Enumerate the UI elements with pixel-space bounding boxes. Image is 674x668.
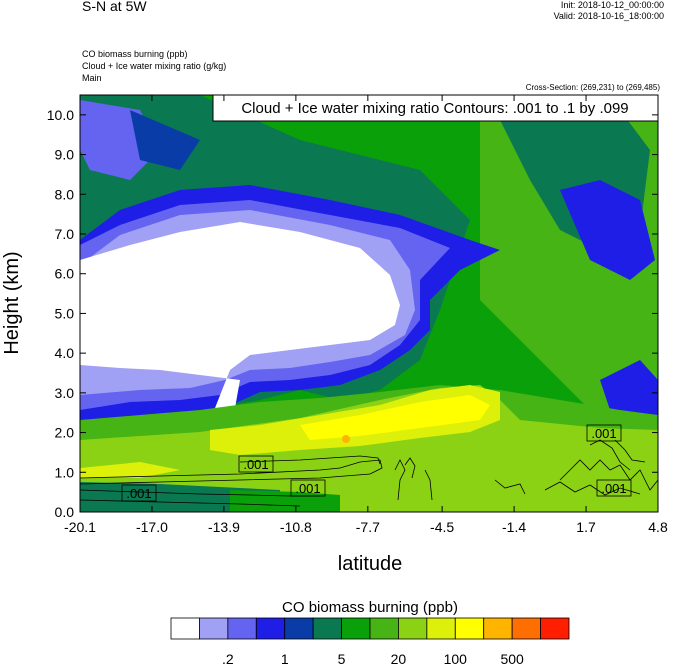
contour-label: .001 [243, 457, 268, 472]
y-tick-label: 0.0 [55, 504, 75, 520]
colorbar-swatch [199, 617, 229, 640]
colorbar-swatch [284, 617, 314, 640]
y-tick-label: 4.0 [55, 345, 75, 361]
contour-info-text: Cloud + Ice water mixing ratio Contours:… [241, 100, 628, 117]
y-tick-label: 6.0 [55, 266, 75, 282]
colorbar-swatch [255, 617, 286, 640]
contour-label-group: .001 .001 .001 .001 .001 [121, 424, 632, 502]
y-tick-label: 1.0 [55, 464, 75, 480]
valid-time: Valid: 2018-10-16_18:00:00 [553, 11, 664, 21]
colorbar-label: .2 [222, 651, 234, 667]
plot-title: S-N at 5W [82, 0, 147, 14]
x-tick-label: -13.9 [208, 519, 240, 535]
colorbar-label: 5 [338, 651, 346, 667]
x-tick-label: -20.1 [64, 519, 96, 535]
colorbar-swatch [369, 617, 399, 640]
x-tick-label: -1.4 [502, 519, 526, 535]
x-tick-label: -4.5 [430, 519, 454, 535]
y-tick-label: 9.0 [55, 147, 75, 163]
y-tick-label: 10.0 [47, 107, 74, 123]
y-axis: 0.0 1.0 2.0 3.0 4.0 5.0 6.0 7.0 8.0 9.0 10.0 [47, 107, 658, 520]
field-label-co: CO biomass burning (ppb) [82, 49, 188, 59]
y-tick-label: 3.0 [55, 385, 75, 401]
colorbar-swatch [426, 617, 456, 640]
colorbar-swatch [511, 617, 541, 640]
contour-label: .001 [126, 486, 151, 501]
colorbar-swatch [540, 617, 570, 640]
contour-label: .001 [295, 481, 320, 496]
contour-info-box [212, 94, 659, 122]
y-tick-label: 2.0 [55, 425, 75, 441]
colorbar-swatch [483, 617, 513, 640]
colorbar-swatch [227, 617, 257, 640]
contour-label: .001 [591, 426, 616, 441]
colorbar-label: 100 [444, 651, 468, 667]
colorbar-swatch [170, 617, 200, 640]
colorbar-title: CO biomass burning (ppb) [282, 599, 458, 616]
cross-section-label: Cross-Section: (269,231) to (269,485) [525, 83, 660, 92]
field-label-cloud: Cloud + Ice water mixing ratio (g/kg) [82, 61, 227, 71]
x-tick-label: 4.8 [648, 519, 668, 535]
colorbar-swatch [341, 617, 371, 640]
colorbar-label: 500 [500, 651, 524, 667]
contour-label: .001 [601, 481, 626, 496]
colorbar-label: 1 [281, 651, 289, 667]
colorbar-swatch [312, 617, 342, 640]
x-tick-label: -7.7 [356, 519, 380, 535]
x-tick-label: 1.7 [576, 519, 596, 535]
y-tick-label: 7.0 [55, 226, 75, 242]
x-tick-label: -17.0 [136, 519, 168, 535]
colorbar-swatch [454, 617, 485, 640]
x-axis: -20.1 -17.0 -13.9 -10.8 -7.7 -4.5 -1.4 1.7 4.8 [64, 95, 668, 535]
field-label-main: Main [82, 73, 102, 83]
co-field [80, 95, 658, 512]
init-time: Init: 2018-10-12_00:00:00 [560, 0, 664, 10]
colorbar-label: 20 [391, 651, 407, 667]
colorbar: .2 1 5 20 100 500 [170, 617, 570, 667]
y-tick-label: 8.0 [55, 186, 75, 202]
x-axis-label: latitude [338, 553, 403, 575]
cloud-contours [80, 439, 658, 507]
x-tick-label: -10.8 [280, 519, 312, 535]
colorbar-swatch [398, 617, 428, 640]
y-tick-label: 5.0 [55, 305, 75, 321]
y-axis-label: Height (km) [1, 251, 23, 354]
